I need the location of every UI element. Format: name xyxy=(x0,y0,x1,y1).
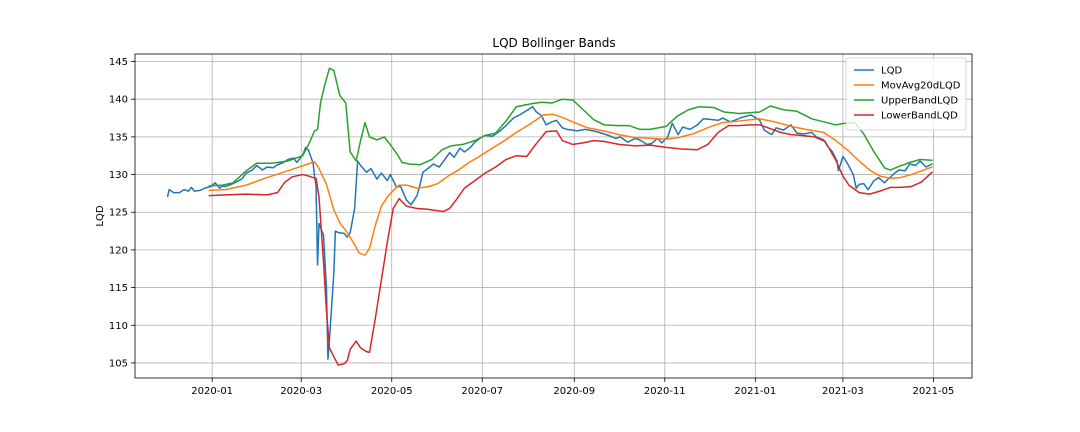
legend: LQD MovAvg20dLQD UpperBandLQD LowerBandLQD xyxy=(845,57,967,131)
y-tick-label: 110 xyxy=(109,321,128,332)
plot-frame xyxy=(134,53,973,379)
x-tick-label: 2020-05 xyxy=(371,386,413,397)
x-tick-label: 2020-09 xyxy=(553,386,595,397)
axis-ticks: 2020-01 2020-03 2020-05 2020-07 2020-09 2020-… xyxy=(109,57,954,397)
x-tick-label: 2020-11 xyxy=(644,386,686,397)
series-lines xyxy=(166,67,933,366)
y-tick-label: 115 xyxy=(109,283,128,294)
series-line-MovAvg20dLQD xyxy=(208,113,933,256)
y-tick-label: 120 xyxy=(109,245,128,256)
y-tick-label: 105 xyxy=(109,358,128,369)
x-tick-label: 2021-03 xyxy=(822,386,864,397)
x-tick-label: 2021-01 xyxy=(734,386,776,397)
legend-label: LQD xyxy=(881,66,902,77)
y-axis-label: LQD xyxy=(95,205,106,226)
series-line-LowerBandLQD xyxy=(208,124,933,366)
y-tick-label: 125 xyxy=(109,208,128,219)
x-tick-label: 2020-01 xyxy=(191,386,233,397)
x-tick-label: 2020-07 xyxy=(461,386,503,397)
y-tick-label: 135 xyxy=(109,132,128,143)
y-tick-label: 130 xyxy=(109,170,128,181)
series-line-UpperBandLQD xyxy=(208,67,933,187)
legend-label: LowerBandLQD xyxy=(881,111,958,122)
legend-label: MovAvg20dLQD xyxy=(881,81,961,92)
y-tick-label: 140 xyxy=(109,95,128,106)
y-tick-label: 145 xyxy=(109,57,128,68)
legend-label: UpperBandLQD xyxy=(881,96,958,107)
chart-title: LQD Bollinger Bands xyxy=(492,36,615,50)
x-tick-label: 2021-05 xyxy=(913,386,955,397)
x-tick-label: 2020-03 xyxy=(280,386,322,397)
legend-box xyxy=(845,57,967,131)
